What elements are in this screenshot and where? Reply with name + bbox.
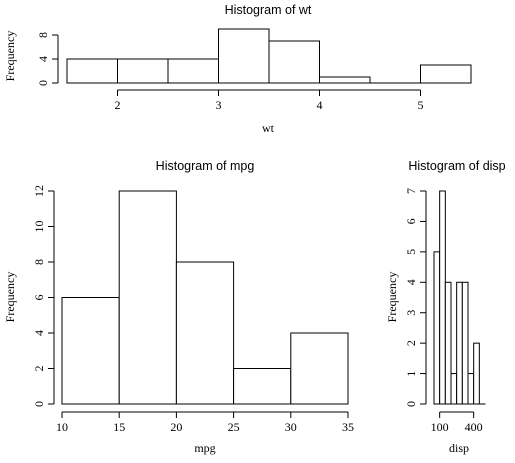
histogram-bar <box>468 374 474 404</box>
y-tick-label: 0 <box>32 401 46 407</box>
histogram-bar <box>462 282 468 404</box>
y-tick-label: 4 <box>36 56 50 62</box>
y-tick-label: 8 <box>36 32 50 38</box>
y-tick-label: 0 <box>404 401 418 407</box>
y-tick-label: 6 <box>404 218 418 224</box>
histogram-bar <box>119 191 176 404</box>
histogram-bar <box>219 29 270 83</box>
y-axis-label: Frequency <box>385 272 399 323</box>
x-tick-label: 15 <box>113 420 125 434</box>
y-tick-label: 12 <box>32 185 46 197</box>
x-tick-label: 2 <box>115 98 121 112</box>
histogram-bar <box>440 191 446 404</box>
x-tick-label: 10 <box>56 420 68 434</box>
y-tick-label: 0 <box>36 80 50 86</box>
y-tick-label: 8 <box>32 259 46 265</box>
y-tick-label: 2 <box>32 366 46 372</box>
y-tick-label: 2 <box>404 340 418 346</box>
x-tick-label: 20 <box>170 420 182 434</box>
x-tick-label: 5 <box>418 98 424 112</box>
histogram-bar <box>474 343 480 404</box>
x-tick-label: 4 <box>317 98 323 112</box>
chart-title: Histogram of mpg <box>156 159 255 173</box>
y-axis-label: Frequency <box>3 31 17 82</box>
chart-title: Histogram of disp <box>408 159 505 173</box>
y-tick-label: 5 <box>404 249 418 255</box>
histogram-bar <box>434 252 440 404</box>
x-tick-label: 35 <box>342 420 354 434</box>
y-tick-label: 3 <box>404 310 418 316</box>
histogram-bar <box>457 282 463 404</box>
histogram-bar <box>118 59 169 83</box>
histogram-bar <box>451 374 457 404</box>
histogram-bar <box>67 59 118 83</box>
y-tick-label: 7 <box>404 188 418 194</box>
x-tick-label: 400 <box>465 420 483 434</box>
y-tick-label: 6 <box>32 295 46 301</box>
y-tick-label: 4 <box>404 279 418 285</box>
x-tick-label: 25 <box>228 420 240 434</box>
y-tick-label: 1 <box>404 371 418 377</box>
x-axis-label: wt <box>262 121 275 135</box>
x-axis-label: mpg <box>194 441 215 455</box>
histogram-bar <box>445 282 451 404</box>
x-axis-label: disp <box>449 441 469 455</box>
x-tick-label: 30 <box>285 420 297 434</box>
histogram-bar <box>291 333 348 404</box>
y-tick-label: 10 <box>32 221 46 233</box>
histogram-bar <box>62 298 119 405</box>
histogram-bar <box>176 262 233 404</box>
histogram-bar <box>234 369 291 405</box>
chart-title: Histogram of wt <box>225 3 312 17</box>
panel-wt: Histogram of wt wt Frequency 2 3 4 5 0 4 8 <box>3 3 471 135</box>
y-axis-label: Frequency <box>3 272 17 323</box>
x-tick-label: 3 <box>216 98 222 112</box>
y-tick-label: 4 <box>32 330 46 336</box>
x-tick-label: 100 <box>431 420 449 434</box>
histogram-bar <box>168 59 219 83</box>
histogram-bar <box>320 77 371 83</box>
panel-disp: Histogram of disp disp Frequency 100 400 0… <box>385 159 506 455</box>
histogram-bar <box>269 41 320 83</box>
histogram-bar <box>421 65 472 83</box>
